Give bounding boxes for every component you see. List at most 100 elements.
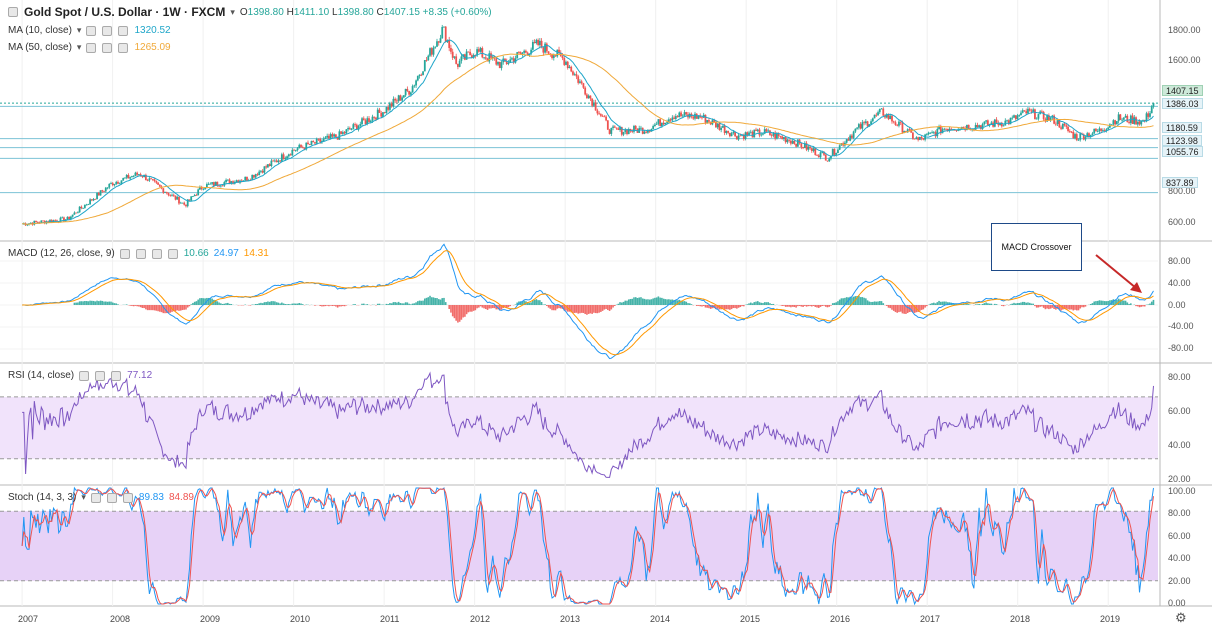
close-icon[interactable] [118,42,129,53]
candle-body [162,188,165,193]
eye-icon[interactable] [79,370,90,381]
macd-histogram-bar [488,305,491,309]
candle-body [111,183,114,186]
candle-body [861,122,864,129]
candle-body [420,74,423,76]
macd-histogram-bar [216,301,219,305]
eye-icon[interactable] [90,492,101,503]
settings-icon[interactable] [95,370,106,381]
chevron-down-icon[interactable]: ▾ [76,25,82,35]
macd-histogram-bar [554,305,557,311]
macd-histogram-bar [172,305,175,312]
ma10-legend[interactable]: MA (10, close) ▾ 1320.52 [8,25,171,36]
stoch-axis-label: 100.00 [1168,486,1196,496]
candle-body [124,177,126,179]
candle-body [577,76,580,83]
candle-body [273,160,276,162]
macd-histogram-bar [225,303,227,305]
collapse-icon[interactable] [8,7,18,17]
macd-histogram-bar [410,304,412,305]
eye-icon[interactable] [119,248,130,259]
candle-body [870,121,872,125]
x-axis-label: 2016 [830,614,851,624]
candle-body [979,125,982,129]
close-icon[interactable] [167,248,178,259]
macd-histogram-bar [756,301,759,305]
macd-histogram-bar [1077,305,1080,311]
macd-crossover-callout[interactable]: MACD Crossover [991,223,1082,271]
macd-histogram-bar [552,305,555,311]
candle-body [209,183,212,185]
candle-body [371,116,374,121]
macd-histogram-bar [1056,305,1059,309]
candle-body [889,115,892,120]
info-icon[interactable] [151,248,162,259]
macd-histogram-bar [338,305,341,307]
settings-icon[interactable] [102,42,113,53]
macd-histogram-bar [938,300,940,305]
candle-body [90,199,93,201]
macd-histogram-bar [945,301,947,305]
candle-body [497,61,499,65]
macd-histogram-bar [420,300,423,305]
symbol-title[interactable]: Gold Spot / U.S. Dollar · 1W · FXCM [24,5,226,19]
macd-histogram-bar [200,298,203,305]
settings-icon[interactable] [102,25,113,36]
chevron-down-icon[interactable]: ▾ [76,42,82,52]
macd-histogram-bar [378,303,381,305]
chevron-down-icon[interactable]: ▾ [81,492,86,502]
candle-body [345,129,348,134]
macd-histogram-bar [390,303,393,305]
close-icon[interactable] [111,370,122,381]
macd-histogram-bar [929,303,932,305]
macd-histogram-bar [896,305,899,313]
candle-body [993,119,996,127]
candle-body [498,61,501,69]
macd-histogram-bar [926,305,928,307]
candle-body [706,120,709,123]
macd-histogram-bar [669,299,672,305]
candle-body [176,196,179,200]
close-icon[interactable] [118,25,129,36]
candle-body [756,129,759,131]
macd-histogram-bar [793,305,796,308]
candle-body [362,118,365,121]
eye-icon[interactable] [86,42,97,53]
gear-icon[interactable]: ⚙ [1175,610,1187,625]
macd-histogram-bar [345,305,348,306]
candle-body [859,124,862,129]
ma50-legend[interactable]: MA (50, close) ▾ 1265.09 [8,42,171,53]
macd-histogram-bar [720,305,722,310]
candle-body [1105,129,1108,131]
macd-histogram-bar [544,304,546,305]
candle-body [329,134,332,139]
candle-body [660,122,663,127]
macd-histogram-bar [1109,300,1111,305]
candle-body [469,51,472,56]
macd-histogram-bar [366,304,369,305]
macd-histogram-bar [901,305,904,314]
macd-histogram-bar [849,296,851,305]
macd-histogram-bar [91,300,93,305]
macd-legend[interactable]: MACD (12, 26, close, 9) 10.66 24.97 14.3… [8,248,269,259]
settings-icon[interactable] [106,492,117,503]
macd-histogram-bar [230,304,233,305]
settings-icon[interactable] [135,248,146,259]
candle-body [634,125,637,129]
candle-body [713,120,716,122]
eye-icon[interactable] [86,25,97,36]
macd-histogram-bar [519,301,522,305]
candle-body [1061,123,1064,129]
candle-body [598,113,601,115]
stoch-legend[interactable]: Stoch (14, 3, 3) ▾ 89.83 84.89 [8,492,194,503]
candle-body [158,184,161,187]
close-icon[interactable] [122,492,133,503]
macd-histogram-bar [329,305,332,306]
chevron-down-icon[interactable]: ▾ [230,6,235,17]
main-legend: Gold Spot / U.S. Dollar · 1W · FXCM ▾ O1… [8,5,492,19]
macd-histogram-bar [1011,303,1014,305]
candle-body [877,112,879,116]
macd-histogram-bar [422,300,424,305]
rsi-legend[interactable]: RSI (14, close) 77.12 [8,370,152,381]
